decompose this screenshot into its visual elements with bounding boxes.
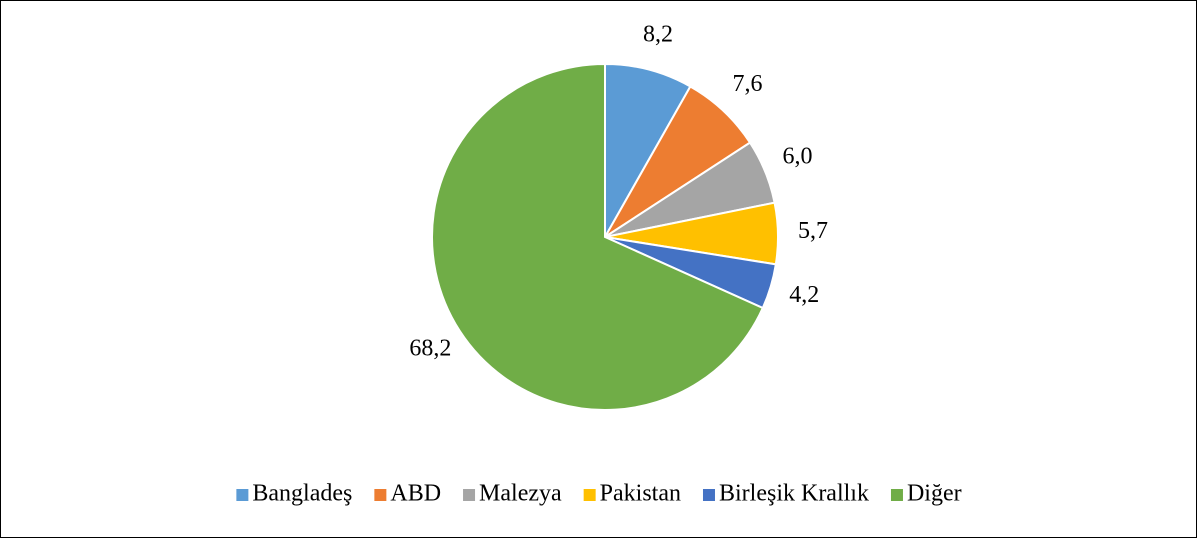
legend-label: Malezya <box>479 481 562 507</box>
legend-swatch <box>374 489 387 501</box>
legend-label: Pakistan <box>600 481 681 507</box>
legend-swatch <box>702 489 715 501</box>
legend-label: Birleşik Krallık <box>719 481 869 507</box>
data-label: 4,2 <box>789 282 819 308</box>
data-label: 7,6 <box>733 71 763 97</box>
legend-label: ABD <box>390 481 441 507</box>
legend-swatch <box>890 489 903 501</box>
legend-swatch <box>463 489 476 501</box>
legend-swatch <box>236 489 249 501</box>
data-label: 5,7 <box>798 218 828 244</box>
data-label: 8,2 <box>643 21 673 47</box>
data-label: 6,0 <box>783 144 813 170</box>
pie-slice <box>431 62 765 411</box>
pie-slice <box>604 62 692 241</box>
legend-label: Diğer <box>907 481 962 507</box>
legend: Bangladeş ABD Malezya Pakistan Birleşik Kral… <box>236 481 962 507</box>
legend-swatch <box>583 489 596 501</box>
legend-label: Bangladeş <box>252 481 352 507</box>
data-label: 68,2 <box>409 335 451 361</box>
